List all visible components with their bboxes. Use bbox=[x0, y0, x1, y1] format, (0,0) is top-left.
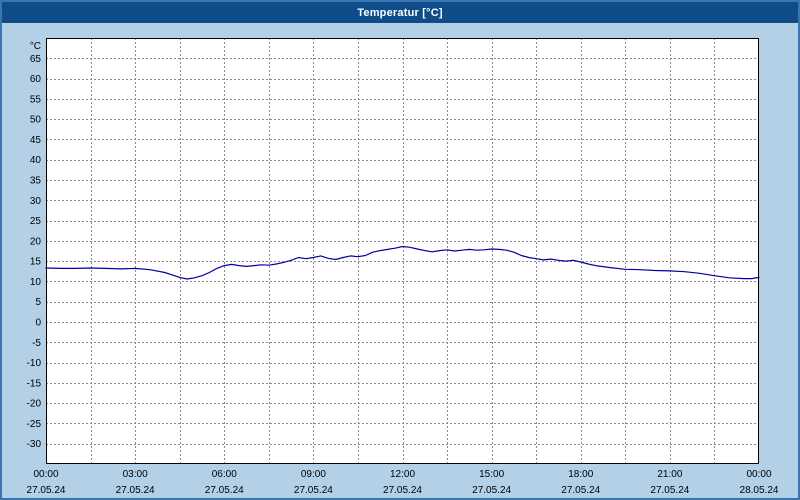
y-axis-labels: 65605550454035302520151050-5-10-15-20-25… bbox=[27, 41, 42, 450]
x-tick-time-label: 21:00 bbox=[657, 469, 682, 480]
y-axis-unit-label: °C bbox=[30, 41, 41, 52]
y-tick-label: -25 bbox=[27, 419, 42, 430]
window-title: Temperatur [°C] bbox=[357, 6, 443, 19]
y-tick-label: 30 bbox=[30, 196, 42, 207]
x-tick-time-label: 06:00 bbox=[212, 469, 237, 480]
y-tick-label: 40 bbox=[30, 155, 42, 166]
temperature-series-line bbox=[45, 245, 760, 280]
x-tick-date-label: 27.05.24 bbox=[205, 485, 244, 496]
y-tick-label: -30 bbox=[27, 439, 42, 450]
y-tick-label: -20 bbox=[27, 399, 42, 410]
y-tick-label: 55 bbox=[30, 94, 42, 105]
y-tick-label: 15 bbox=[30, 257, 42, 268]
y-tick-label: 45 bbox=[30, 135, 42, 146]
x-tick-date-label: 27.05.24 bbox=[116, 485, 155, 496]
x-tick-time-label: 09:00 bbox=[301, 469, 326, 480]
x-tick-time-label: 00:00 bbox=[746, 469, 771, 480]
x-tick-date-label: 27.05.24 bbox=[27, 485, 66, 496]
y-tick-label: 10 bbox=[30, 277, 42, 288]
y-tick-label: -5 bbox=[32, 338, 41, 349]
gridlines bbox=[46, 38, 759, 464]
y-tick-label: 25 bbox=[30, 216, 42, 227]
x-tick-time-label: 18:00 bbox=[568, 469, 593, 480]
x-tick-time-label: 03:00 bbox=[123, 469, 148, 480]
y-tick-label: 0 bbox=[35, 318, 41, 329]
y-tick-label: 60 bbox=[30, 74, 42, 85]
x-tick-date-label: 27.05.24 bbox=[383, 485, 422, 496]
plot-border bbox=[46, 38, 759, 464]
y-tick-label: 35 bbox=[30, 176, 42, 187]
x-tick-date-label: 27.05.24 bbox=[472, 485, 511, 496]
y-tick-label: 5 bbox=[35, 297, 41, 308]
window-titlebar: Temperatur [°C] bbox=[2, 2, 798, 23]
plot-background bbox=[46, 38, 759, 464]
x-tick-time-label: 00:00 bbox=[33, 469, 58, 480]
x-tick-date-label: 27.05.24 bbox=[650, 485, 689, 496]
y-tick-label: 50 bbox=[30, 115, 42, 126]
x-tick-time-label: 12:00 bbox=[390, 469, 415, 480]
x-tick-date-label: 27.05.24 bbox=[294, 485, 333, 496]
x-tick-date-label: 27.05.24 bbox=[561, 485, 600, 496]
x-axis-labels: 00:00 27.05.24 03:00 27.05.24 06:00 27.05.24 0… bbox=[27, 469, 779, 496]
y-tick-label: -10 bbox=[27, 358, 42, 369]
y-tick-label: 20 bbox=[30, 236, 42, 247]
x-tick-date-label: 28.05.24 bbox=[740, 485, 779, 496]
y-tick-label: 65 bbox=[30, 54, 42, 65]
x-tick-time-label: 15:00 bbox=[479, 469, 504, 480]
y-tick-label: -15 bbox=[27, 378, 42, 389]
